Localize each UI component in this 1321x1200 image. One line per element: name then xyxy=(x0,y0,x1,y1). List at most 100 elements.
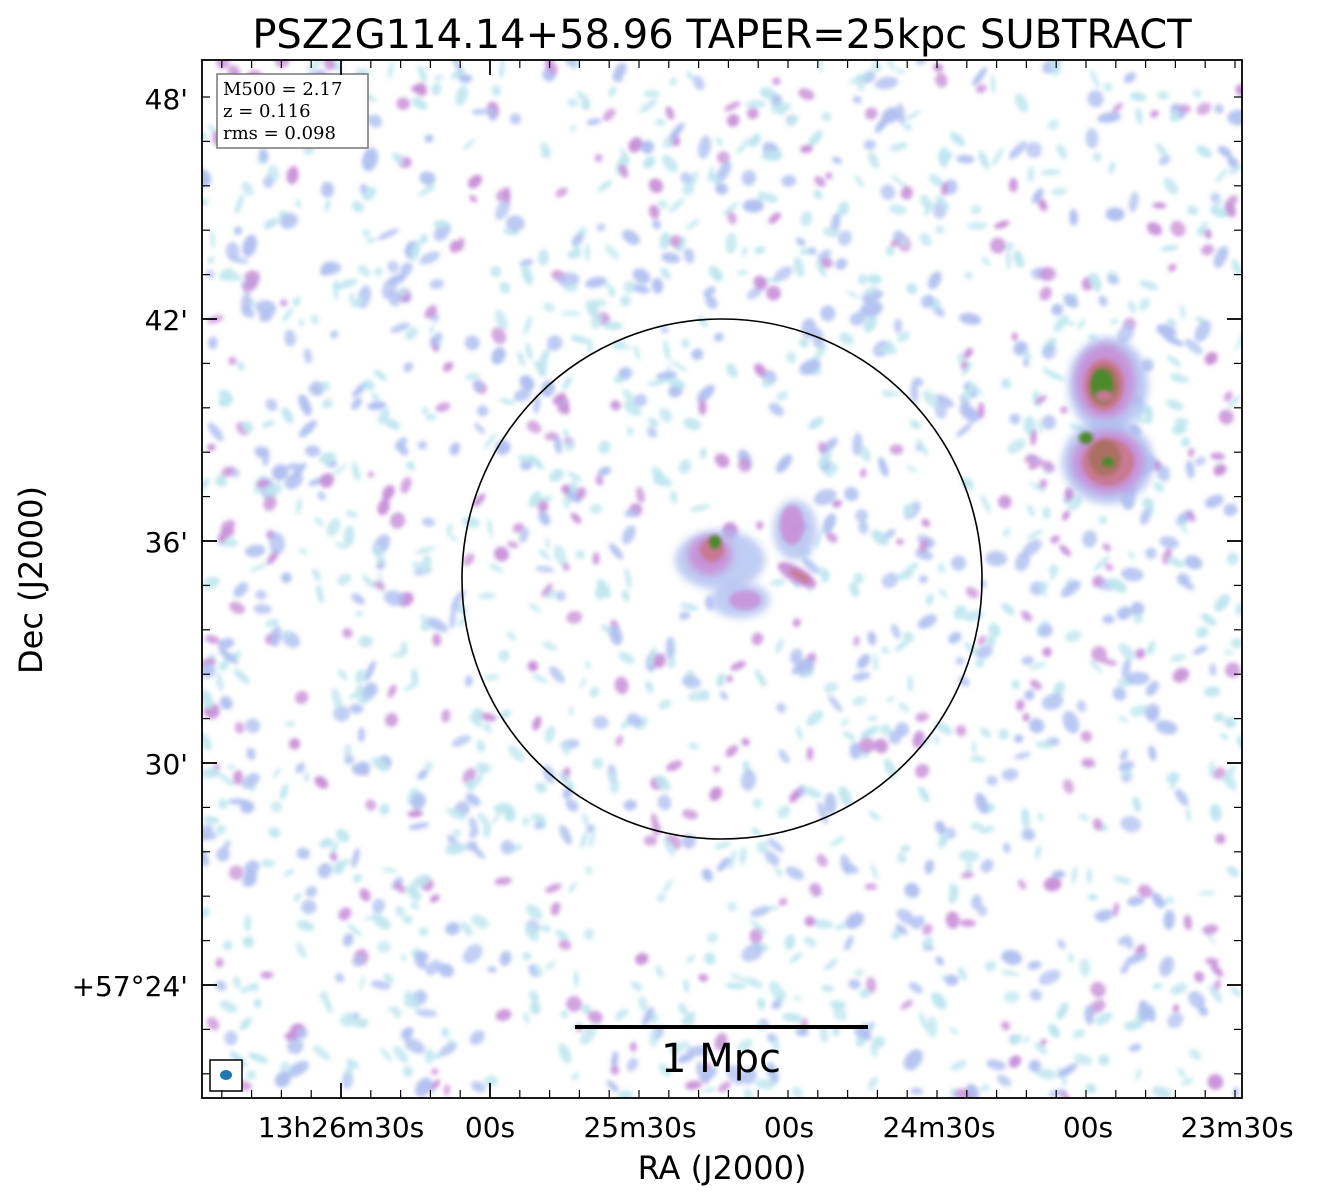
noise-blob xyxy=(1170,110,1179,123)
noise-blob xyxy=(984,960,997,972)
noise-blob xyxy=(617,1090,634,1098)
noise-blob xyxy=(1038,479,1048,489)
noise-blob xyxy=(971,894,982,910)
noise-blob xyxy=(357,265,371,277)
noise-blob xyxy=(1171,423,1187,435)
noise-blob xyxy=(718,1081,731,1093)
noise-blob xyxy=(381,867,398,873)
noise-blob xyxy=(520,460,533,471)
noise-blob xyxy=(280,783,289,800)
noise-blob xyxy=(284,472,303,490)
noise-blob xyxy=(803,786,822,799)
noise-blob xyxy=(1104,563,1114,571)
x-axis-label: RA (J2000) xyxy=(638,1149,807,1187)
noise-blob xyxy=(878,456,889,477)
noise-blob xyxy=(207,336,218,350)
noise-blob xyxy=(449,442,460,456)
noise-blob xyxy=(1204,494,1224,509)
noise-blob xyxy=(814,528,823,550)
y-tick-labels: +57°24' 30' 36' 42' 48' xyxy=(72,83,188,1003)
noise-blob xyxy=(1170,983,1188,995)
noise-blob xyxy=(619,295,631,307)
noise-blob xyxy=(303,348,313,364)
noise-blob xyxy=(994,220,1010,229)
noise-blob xyxy=(1198,890,1215,896)
noise-blob xyxy=(224,1030,238,1046)
noise-blob xyxy=(570,335,589,344)
noise-blob xyxy=(509,113,522,125)
noise-blob xyxy=(429,894,440,903)
noise-blob xyxy=(849,311,866,326)
noise-blob xyxy=(775,454,793,473)
noise-blob xyxy=(1174,788,1189,806)
noise-blob xyxy=(270,625,282,648)
x-tick-labels: 13h26m30s 00s 25m30s 00s 24m30s 00s 23m3… xyxy=(258,1111,1294,1144)
noise-blob xyxy=(1183,914,1193,931)
noise-blob xyxy=(561,484,570,494)
noise-blob xyxy=(1232,1087,1240,1098)
noise-blob xyxy=(202,132,208,141)
noise-blob xyxy=(862,286,878,296)
noise-blob xyxy=(743,976,764,989)
noise-blob xyxy=(761,379,773,388)
noise-blob xyxy=(400,476,412,494)
noise-blob xyxy=(218,389,234,404)
noise-blob xyxy=(692,75,705,91)
noise-blob xyxy=(1008,177,1018,193)
noise-blob xyxy=(468,817,478,831)
noise-blob xyxy=(756,840,769,854)
noise-blob xyxy=(1172,1004,1180,1012)
noise-blob xyxy=(461,516,480,528)
noise-blob xyxy=(1098,515,1108,525)
noise-blob xyxy=(430,332,442,347)
noise-blob xyxy=(1087,333,1099,342)
noise-blob xyxy=(1089,660,1103,673)
noise-blob xyxy=(800,211,813,227)
noise-blob xyxy=(348,292,355,302)
noise-blob xyxy=(280,572,292,584)
noise-blob xyxy=(218,637,235,650)
noise-blob xyxy=(209,230,216,249)
noise-blob xyxy=(979,825,995,834)
noise-blob xyxy=(1005,242,1015,251)
noise-blob xyxy=(506,215,525,232)
noise-blob xyxy=(618,366,633,381)
noise-blob xyxy=(1035,845,1042,860)
noise-blob xyxy=(868,151,879,169)
noise-blob xyxy=(817,249,832,261)
noise-blob xyxy=(798,88,815,101)
noise-blob xyxy=(457,236,465,252)
noise-blob xyxy=(867,631,877,646)
noise-blob xyxy=(1129,1043,1142,1052)
noise-blob xyxy=(799,358,821,376)
noise-blob xyxy=(709,265,723,282)
noise-blob xyxy=(424,305,438,319)
noise-blob xyxy=(584,928,594,940)
noise-blob xyxy=(795,237,806,247)
noise-blob xyxy=(425,414,437,421)
noise-blob xyxy=(563,283,579,293)
noise-blob xyxy=(331,463,348,477)
noise-blob xyxy=(715,161,732,183)
noise-blob xyxy=(1062,710,1080,734)
noise-blob xyxy=(855,509,869,522)
noise-blob xyxy=(1121,567,1144,582)
noise-blob xyxy=(1159,155,1171,165)
noise-blob xyxy=(665,636,675,660)
noise-blob xyxy=(792,618,801,627)
noise-blob xyxy=(1085,1083,1097,1094)
noise-blob xyxy=(722,201,740,216)
noise-blob xyxy=(680,338,690,348)
noise-blob xyxy=(882,392,891,398)
noise-blob xyxy=(490,809,504,825)
noise-blob xyxy=(1220,733,1229,740)
noise-blob xyxy=(1145,680,1159,696)
noise-blob xyxy=(526,420,542,434)
noise-blob xyxy=(342,933,354,947)
noise-blob xyxy=(296,920,315,932)
noise-blob xyxy=(1063,293,1079,308)
noise-blob xyxy=(471,1081,486,1093)
noise-blob xyxy=(597,180,612,192)
noise-blob xyxy=(820,257,833,269)
noise-blob xyxy=(754,669,767,687)
